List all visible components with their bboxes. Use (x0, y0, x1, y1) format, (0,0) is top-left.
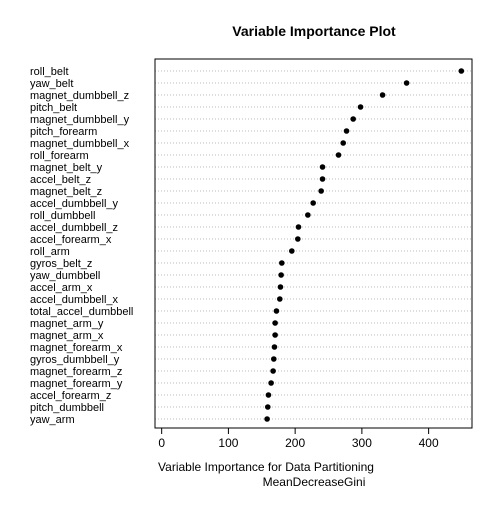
category-label-magnet-belt-z: magnet_belt_z (30, 186, 102, 198)
category-label-yaw-dumbbell: yaw_dumbbell (30, 270, 100, 282)
point-roll-belt (458, 68, 465, 74)
category-label-roll-arm: roll_arm (30, 246, 70, 258)
category-label-magnet-arm-x: magnet_arm_x (30, 330, 104, 342)
x-tick-label-400: 400 (419, 436, 439, 450)
category-label-magnet-dumbbell-z: magnet_dumbbell_z (30, 90, 129, 102)
point-total-accel-dumbbell (273, 308, 280, 314)
category-label-magnet-belt-y: magnet_belt_y (30, 162, 103, 174)
category-label-pitch-dumbbell: pitch_dumbbell (30, 402, 104, 414)
point-magnet-forearm-z (270, 368, 276, 374)
category-label-accel-forearm-z: accel_forearm_z (30, 390, 111, 402)
point-gyros-belt-z (279, 260, 285, 266)
point-accel-forearm-x (295, 236, 301, 242)
point-roll-forearm (335, 152, 342, 158)
category-label-yaw-arm: yaw_arm (30, 414, 75, 426)
category-label-accel-dumbbell-z: accel_dumbbell_z (30, 222, 118, 234)
point-magnet-forearm-y (268, 380, 274, 386)
category-label-roll-belt: roll_belt (30, 66, 69, 78)
point-magnet-forearm-x (271, 344, 278, 350)
point-roll-arm (289, 248, 295, 254)
point-magnet-arm-y (272, 320, 278, 326)
data-points (264, 68, 465, 422)
category-label-gyros-belt-z: gyros_belt_z (30, 258, 92, 270)
category-label-magnet-arm-y: magnet_arm_y (30, 318, 104, 330)
point-magnet-dumbbell-y (350, 116, 357, 122)
point-magnet-belt-z (318, 188, 324, 194)
category-label-roll-forearm: roll_forearm (30, 150, 89, 162)
category-label-accel-dumbbell-x: accel_dumbbell_x (30, 294, 119, 306)
point-magnet-arm-x (272, 332, 278, 338)
point-magnet-dumbbell-z (379, 92, 386, 98)
x-axis-sub-label: Variable Importance for Data Partitionin… (158, 460, 374, 474)
point-accel-dumbbell-y (310, 200, 316, 206)
point-accel-arm-x (277, 284, 284, 290)
point-yaw-belt (403, 80, 410, 86)
point-accel-dumbbell-z (295, 224, 302, 230)
point-accel-dumbbell-x (276, 296, 283, 302)
category-label-magnet-dumbbell-y: magnet_dumbbell_y (30, 114, 130, 126)
x-axis: 0 100 200 300 400 (158, 428, 439, 450)
category-label-pitch-belt: pitch_belt (30, 102, 77, 114)
category-label-magnet-dumbbell-x: magnet_dumbbell_x (30, 138, 130, 150)
category-label-yaw-belt: yaw_belt (30, 78, 73, 90)
point-pitch-dumbbell (264, 404, 271, 410)
point-accel-belt-z (319, 176, 326, 182)
category-label-magnet-forearm-x: magnet_forearm_x (30, 342, 123, 354)
chart-title: Variable Importance Plot (232, 23, 396, 39)
point-accel-forearm-z (265, 392, 272, 398)
x-tick-label-200: 200 (285, 436, 305, 450)
point-gyros-dumbbell-y (270, 356, 277, 362)
category-label-accel-dumbbell-y: accel_dumbbell_y (30, 198, 119, 210)
x-tick-label-0: 0 (158, 436, 165, 450)
point-pitch-forearm (343, 128, 350, 134)
point-magnet-dumbbell-x (340, 140, 346, 146)
category-label-gyros-dumbbell-y: gyros_dumbbell_y (30, 354, 120, 366)
point-pitch-belt (357, 104, 364, 110)
point-magnet-belt-y (319, 164, 326, 170)
category-label-magnet-forearm-z: magnet_forearm_z (30, 366, 122, 378)
x-tick-label-100: 100 (218, 436, 238, 450)
point-yaw-dumbbell (278, 272, 284, 278)
category-label-accel-arm-x: accel_arm_x (30, 282, 93, 294)
point-roll-dumbbell (305, 212, 311, 218)
category-labels: roll_beltyaw_beltmagnet_dumbbell_zpitch_… (30, 66, 133, 426)
category-label-accel-belt-z: accel_belt_z (30, 174, 91, 186)
category-label-roll-dumbbell: roll_dumbbell (30, 210, 95, 222)
category-label-total-accel-dumbbell: total_accel_dumbbell (30, 306, 133, 318)
grid-lines (155, 70, 472, 420)
category-label-magnet-forearm-y: magnet_forearm_y (30, 378, 123, 390)
category-label-pitch-forearm: pitch_forearm (30, 126, 97, 138)
category-label-accel-forearm-x: accel_forearm_x (30, 234, 112, 246)
x-axis-title: MeanDecreaseGini (263, 475, 366, 489)
x-tick-label-300: 300 (352, 436, 372, 450)
plot-frame (154, 58, 473, 429)
point-yaw-arm (264, 416, 270, 422)
